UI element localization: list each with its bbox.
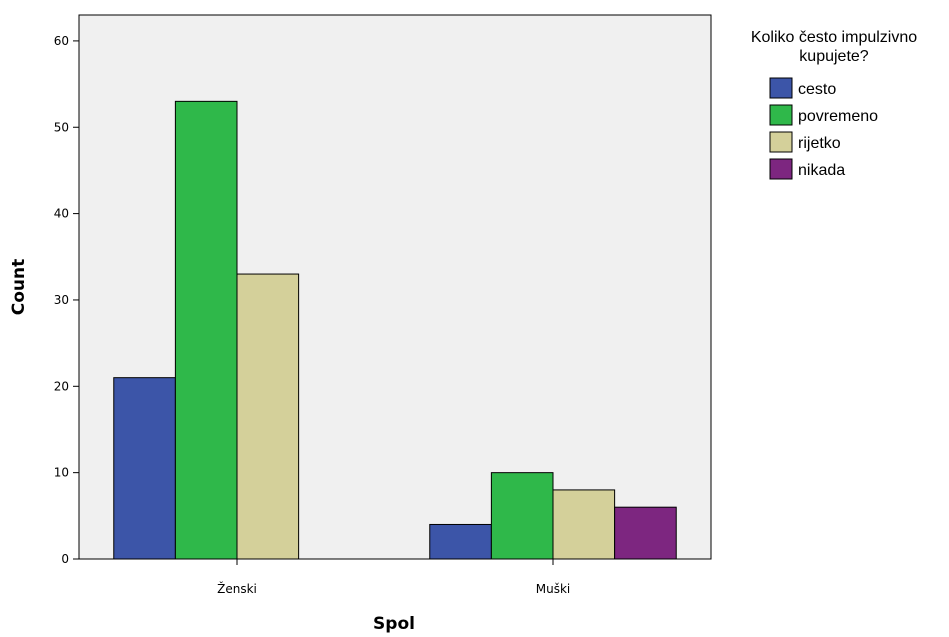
legend-swatch-povremeno <box>769 104 793 126</box>
y-axis-title: Count <box>9 259 29 316</box>
y-tick-label: 30 <box>54 293 69 307</box>
bar-Muški-cesto <box>429 523 492 560</box>
legend: Koliko često impulzivno kupujete? cesto p… <box>751 29 917 180</box>
x-tick-label: Muški <box>536 582 571 596</box>
bar-Ženski-cesto <box>113 377 176 560</box>
x-axis-title: Spol <box>373 614 415 634</box>
legend-swatch-cesto <box>769 77 793 99</box>
legend-title-line-1: Koliko često impulzivno <box>751 29 917 46</box>
legend-label-rijetko: rijetko <box>798 135 841 152</box>
y-tick-label: 10 <box>54 466 69 480</box>
bar-Muški-povremeno <box>490 472 554 560</box>
y-tick-label: 50 <box>54 120 69 134</box>
legend-title-line-2: kupujete? <box>799 48 868 65</box>
legend-items: cesto povremeno rijetko nikada <box>769 77 878 180</box>
y-axis: 0 10 20 30 40 50 60 <box>54 34 79 566</box>
y-tick-label: 0 <box>61 552 69 566</box>
bars-group <box>113 100 677 560</box>
x-tick-label: Ženski <box>217 581 257 596</box>
y-tick-label: 60 <box>54 34 69 48</box>
legend-label-povremeno: povremeno <box>798 108 878 125</box>
legend-label-nikada: nikada <box>798 162 845 179</box>
x-axis: Ženski Muški <box>217 559 570 596</box>
legend-label-cesto: cesto <box>798 81 836 98</box>
legend-swatch-rijetko <box>769 131 793 153</box>
y-tick-label: 20 <box>54 379 69 393</box>
legend-swatch-nikada <box>769 158 793 180</box>
bar-Ženski-povremeno <box>174 100 238 560</box>
bar-Muški-rijetko <box>552 489 616 560</box>
y-tick-label: 40 <box>54 207 69 221</box>
bar-Ženski-rijetko <box>236 273 300 560</box>
bar-Muški-nikada <box>614 506 677 560</box>
